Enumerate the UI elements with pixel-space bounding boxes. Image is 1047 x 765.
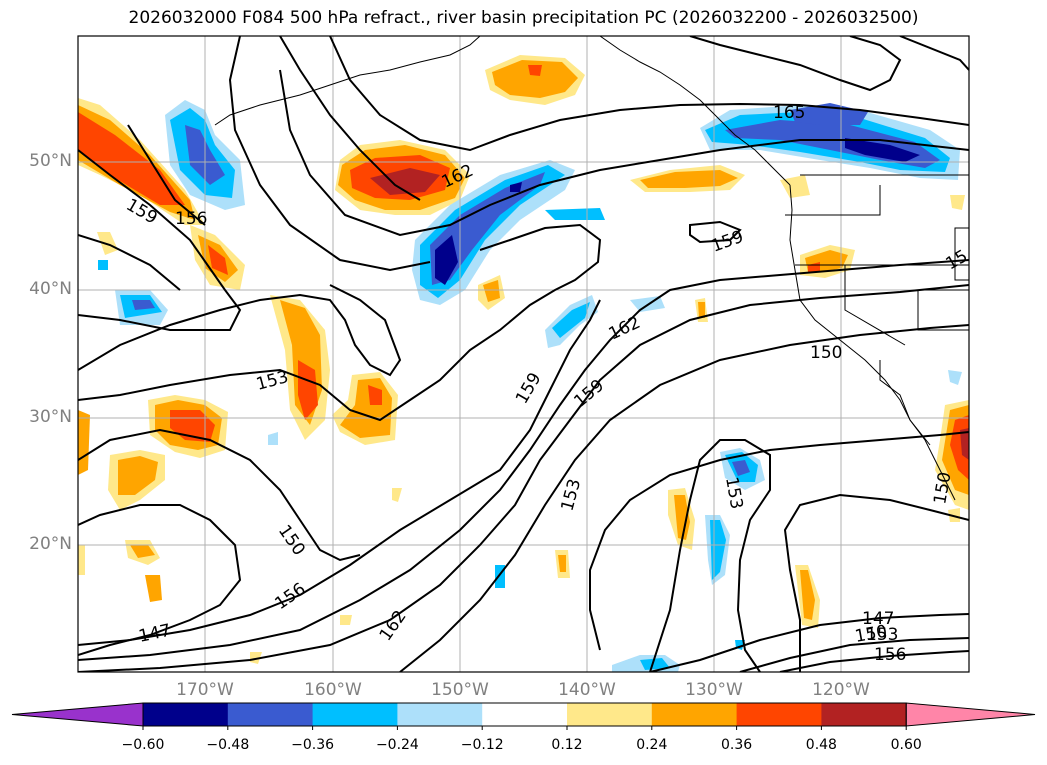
- colorbar-frame: [142, 702, 907, 727]
- colorbar-segment: [397, 703, 483, 726]
- lon-label-160w: 160°W: [304, 680, 362, 700]
- contour-label: 165: [773, 103, 805, 123]
- colorbar-tick-label: −0.36: [291, 737, 335, 753]
- height-contours: [78, 36, 969, 672]
- contour-label: 156: [874, 645, 906, 665]
- shading-layer: [78, 55, 969, 672]
- lat-label-30: 30°N: [29, 407, 72, 427]
- colorbar-tick-label: −0.60: [121, 737, 165, 753]
- colorbar-segment: [821, 703, 907, 726]
- lat-label-50: 50°N: [29, 151, 72, 171]
- contour-label: 153: [866, 625, 898, 645]
- lon-label-170w: 170°W: [176, 680, 234, 700]
- colorbar-tick-label: −0.24: [375, 737, 419, 753]
- contour-label: 150: [810, 343, 842, 363]
- lon-label-120w: 120°W: [812, 680, 870, 700]
- colorbar-segment: [567, 703, 653, 726]
- colorbar-tick-label: 0.60: [890, 737, 922, 753]
- colorbar-tick-label: 0.36: [721, 737, 753, 753]
- colorbar-tick-label: 0.24: [636, 737, 668, 753]
- lat-label-40: 40°N: [29, 279, 72, 299]
- lon-label-130w: 130°W: [685, 680, 743, 700]
- colorbar-segment: [227, 703, 314, 726]
- lon-label-150w: 150°W: [431, 680, 489, 700]
- contour-label: 156: [175, 209, 207, 229]
- colorbar-segment: [143, 703, 229, 726]
- colorbar-segment: [482, 703, 568, 726]
- colorbar-segment: [312, 703, 398, 726]
- lat-label-20: 20°N: [29, 534, 72, 554]
- colorbar-extend-low: [11, 702, 144, 727]
- colorbar-segment: [651, 703, 738, 726]
- colorbar-extend-high: [905, 702, 1036, 727]
- plot-frame: [77, 35, 970, 673]
- colorbar-segment: [736, 703, 822, 726]
- colorbar: [11, 702, 1036, 730]
- colorbar-tick-label: −0.12: [460, 737, 504, 753]
- colorbar-tick-label: 0.12: [551, 737, 583, 753]
- colorbar-tick-label: −0.48: [206, 737, 250, 753]
- map-title: 2026032000 F084 500 hPa refract., river …: [128, 8, 919, 28]
- contour-label: 147: [862, 609, 894, 629]
- lon-label-140w: 140°W: [558, 680, 616, 700]
- colorbar-tick-label: 0.48: [805, 737, 837, 753]
- coastlines: [214, 36, 969, 501]
